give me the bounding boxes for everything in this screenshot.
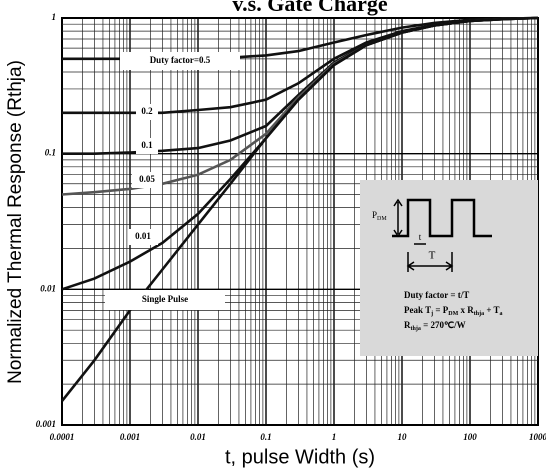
x-tick-label: 0.001 bbox=[120, 432, 140, 442]
inset-text-part: = P bbox=[433, 305, 449, 315]
inset-text: Duty factor = t/T bbox=[404, 290, 469, 300]
y-tick-label: 0.01 bbox=[40, 283, 56, 293]
pulse-wave bbox=[392, 198, 492, 238]
series-label: 0.05 bbox=[139, 174, 155, 184]
y-tick-label: 0.001 bbox=[36, 419, 56, 429]
x-tick-label: 10 bbox=[398, 432, 408, 442]
x-tick-label: 1 bbox=[332, 432, 337, 442]
series-label: Duty factor=0.5 bbox=[150, 55, 211, 65]
inset-text: Peak Tj = PDM x Rthja + Ta bbox=[404, 305, 503, 317]
y-tick-label: 0.1 bbox=[45, 148, 56, 158]
series-label: 0.01 bbox=[135, 231, 151, 241]
label-box bbox=[136, 104, 158, 120]
y-tick-label: 1 bbox=[52, 12, 57, 22]
t-arrow bbox=[406, 243, 454, 272]
label-box bbox=[132, 172, 162, 188]
x-axis-label: t, pulse Width (s) bbox=[225, 446, 375, 468]
pdm-label: PDM bbox=[372, 210, 387, 222]
label-box bbox=[136, 138, 158, 154]
inset-text-part: j bbox=[430, 311, 433, 317]
inset-text-part: R bbox=[404, 320, 411, 330]
x-tick-label: 0.0001 bbox=[50, 432, 75, 442]
inset-text-part: x R bbox=[458, 305, 474, 315]
label-box bbox=[128, 229, 158, 245]
x-tick-label: 100 bbox=[463, 432, 477, 442]
inset-text-part: a bbox=[500, 311, 503, 317]
inset-text-part: thja bbox=[474, 311, 484, 317]
t-label: t bbox=[419, 232, 422, 242]
series-label: 0.1 bbox=[141, 140, 153, 150]
x-tick-label: 0.01 bbox=[190, 432, 206, 442]
pdm-arrow bbox=[393, 198, 403, 238]
x-tick-label: 0.1 bbox=[260, 432, 271, 442]
inset-text-part: Peak T bbox=[404, 305, 431, 315]
x-tick-label: 1000 bbox=[529, 432, 546, 442]
inset-text: Rthja = 270℃/W bbox=[404, 320, 466, 332]
series-label: 0.2 bbox=[141, 106, 153, 116]
inset-text-part: DM bbox=[377, 216, 387, 222]
inset-text-part: thja bbox=[411, 326, 421, 332]
inset-text-part: = 270℃/W bbox=[421, 320, 466, 330]
label-box bbox=[120, 52, 240, 70]
inset-text-part: Duty factor = t/T bbox=[404, 290, 469, 300]
inset-text-part: + T bbox=[484, 305, 499, 315]
inset-text-part: DM bbox=[448, 311, 458, 317]
inset-text-part: P bbox=[372, 210, 377, 220]
y-axis-label: Normalized Thermal Response (Rthja) bbox=[5, 60, 26, 384]
series-label: Single Pulse bbox=[142, 294, 188, 304]
T-label: T bbox=[429, 250, 436, 262]
label-box bbox=[105, 290, 225, 310]
chart-title: v.s. Gate Charge bbox=[232, 0, 387, 16]
